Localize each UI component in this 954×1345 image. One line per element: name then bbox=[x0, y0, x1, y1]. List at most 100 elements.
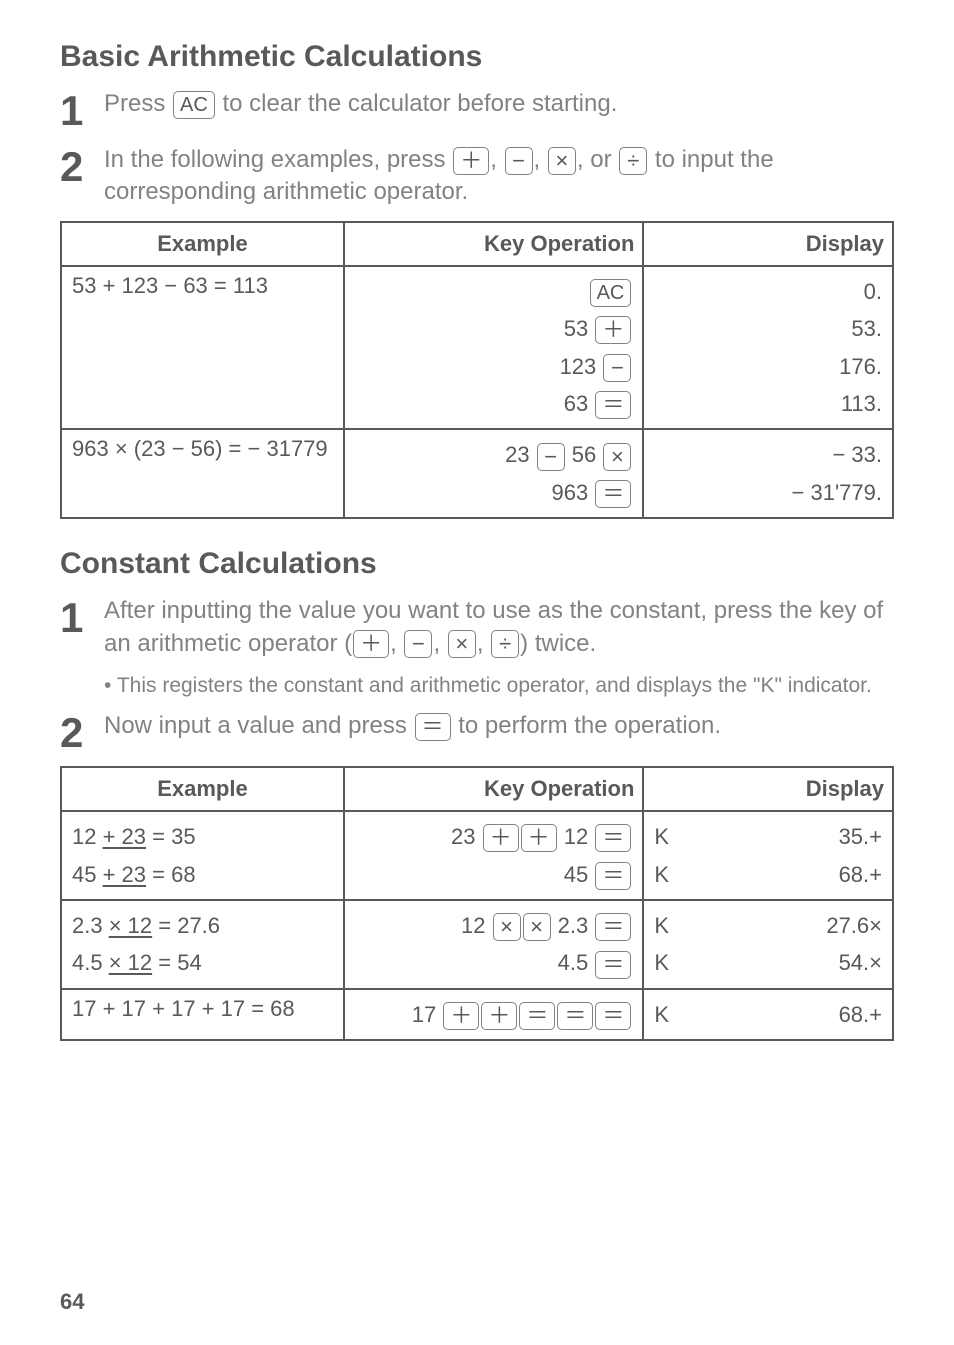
text: + 23 bbox=[103, 862, 146, 887]
text: = 35 bbox=[146, 824, 196, 849]
display-cell: K27.6× K54.× bbox=[643, 900, 893, 989]
eq-key: ＝ bbox=[595, 1002, 631, 1030]
table-row: 12 + 23 = 35 45 + 23 = 68 23 ＋＋ 12 ＝ 45 … bbox=[61, 811, 893, 900]
k-indicator: K bbox=[654, 944, 669, 981]
th-display: Display bbox=[643, 222, 893, 266]
display-value: 68.+ bbox=[669, 856, 882, 893]
text: = 27.6 bbox=[152, 913, 220, 938]
th-example: Example bbox=[61, 222, 344, 266]
eq-key: ＝ bbox=[415, 713, 451, 741]
example-cell: 17 + 17 + 17 + 17 = 68 bbox=[61, 989, 344, 1040]
text: 12 bbox=[72, 824, 103, 849]
bullet-list: • This registers the constant and arithm… bbox=[104, 672, 894, 700]
display-value: 35.+ bbox=[669, 818, 882, 855]
plus-key: ＋ bbox=[521, 824, 557, 852]
eq-key: ＝ bbox=[595, 951, 631, 979]
text: × 12 bbox=[109, 913, 152, 938]
step-text: In the following examples, press ＋, −, ×… bbox=[104, 144, 894, 209]
eq-key: ＝ bbox=[595, 913, 631, 941]
display-value: − 31'779. bbox=[654, 474, 882, 511]
keyop-cell: 12 ×× 2.3 ＝ 4.5 ＝ bbox=[344, 900, 644, 989]
step-number: 2 bbox=[60, 144, 104, 188]
example-cell: 12 + 23 = 35 45 + 23 = 68 bbox=[61, 811, 344, 900]
step-number: 2 bbox=[60, 710, 104, 754]
text: to perform the operation. bbox=[452, 712, 721, 739]
text: 45 bbox=[564, 862, 595, 887]
text: 23 bbox=[505, 442, 536, 467]
text: 56 bbox=[566, 442, 603, 467]
minus-key: − bbox=[537, 443, 565, 471]
eq-key: ＝ bbox=[595, 480, 631, 508]
page-number: 64 bbox=[60, 1289, 84, 1315]
constant-calc-table: Example Key Operation Display 12 + 23 = … bbox=[60, 766, 894, 1041]
text: 4.5 bbox=[558, 950, 595, 975]
display-value: 68.+ bbox=[669, 996, 882, 1033]
plus-key: ＋ bbox=[595, 316, 631, 344]
text: This registers the constant and arithmet… bbox=[117, 674, 872, 697]
text: 17 bbox=[412, 1002, 443, 1027]
text: 4.5 bbox=[72, 950, 109, 975]
display-value: 0. bbox=[654, 273, 882, 310]
display-value: 53. bbox=[654, 310, 882, 347]
text: 2.3 bbox=[72, 913, 109, 938]
eq-key: ＝ bbox=[595, 824, 631, 852]
step-1b: 1 After inputting the value you want to … bbox=[60, 595, 894, 660]
display-value: 27.6× bbox=[669, 907, 882, 944]
display-value: − 33. bbox=[654, 436, 882, 473]
mult-key: × bbox=[448, 630, 476, 658]
k-indicator: K bbox=[654, 856, 669, 893]
k-indicator: K bbox=[654, 907, 669, 944]
table-row: 17 + 17 + 17 + 17 = 68 17 ＋＋＝＝＝ K68.+ bbox=[61, 989, 893, 1040]
mult-key: × bbox=[548, 147, 576, 175]
plus-key: ＋ bbox=[453, 147, 489, 175]
keyop-cell: AC 53 ＋ 123 − 63 ＝ bbox=[344, 266, 644, 430]
section-title: Constant Calculations bbox=[60, 547, 894, 581]
table-row: 2.3 × 12 = 27.6 4.5 × 12 = 54 12 ×× 2.3 … bbox=[61, 900, 893, 989]
th-display: Display bbox=[643, 767, 893, 811]
text: + 23 bbox=[103, 824, 146, 849]
table-row: 963 × (23 − 56) = − 31779 23 − 56 × 963 … bbox=[61, 429, 893, 518]
minus-key: − bbox=[603, 354, 631, 382]
bullet-item: • This registers the constant and arithm… bbox=[104, 672, 894, 700]
text: × 12 bbox=[109, 950, 152, 975]
text: In the following examples, press bbox=[104, 146, 452, 173]
eq-key: ＝ bbox=[595, 862, 631, 890]
th-example: Example bbox=[61, 767, 344, 811]
text: = 54 bbox=[152, 950, 202, 975]
keyop-cell: 23 ＋＋ 12 ＝ 45 ＝ bbox=[344, 811, 644, 900]
text: = 68 bbox=[146, 862, 196, 887]
text: 53 bbox=[564, 316, 595, 341]
display-cell: K35.+ K68.+ bbox=[643, 811, 893, 900]
text: 45 bbox=[72, 862, 103, 887]
step-text: Now input a value and press ＝ to perform… bbox=[104, 710, 894, 742]
plus-key: ＋ bbox=[443, 1002, 479, 1030]
table-row: 53 + 123 − 63 = 113 AC 53 ＋ 123 − 63 ＝ 0… bbox=[61, 266, 893, 430]
display-value: 54.× bbox=[669, 944, 882, 981]
eq-key: ＝ bbox=[519, 1002, 555, 1030]
eq-key: ＝ bbox=[595, 391, 631, 419]
example-cell: 963 × (23 − 56) = − 31779 bbox=[61, 429, 344, 518]
text: 12 bbox=[461, 913, 492, 938]
text: 963 bbox=[552, 480, 595, 505]
keyop-cell: 17 ＋＋＝＝＝ bbox=[344, 989, 644, 1040]
mult-key: × bbox=[523, 913, 551, 941]
k-indicator: K bbox=[654, 996, 669, 1033]
display-value: 176. bbox=[654, 348, 882, 385]
text: Press bbox=[104, 90, 172, 117]
text: ) twice. bbox=[520, 630, 596, 657]
text: to clear the calculator before starting. bbox=[216, 90, 618, 117]
step-text: After inputting the value you want to us… bbox=[104, 595, 894, 660]
div-key: ÷ bbox=[491, 630, 519, 658]
display-value: 113. bbox=[654, 385, 882, 422]
text: 12 bbox=[558, 824, 595, 849]
display-cell: K68.+ bbox=[643, 989, 893, 1040]
div-key: ÷ bbox=[619, 147, 647, 175]
plus-key: ＋ bbox=[483, 824, 519, 852]
th-keyop: Key Operation bbox=[344, 222, 644, 266]
section-title: Basic Arithmetic Calculations bbox=[60, 40, 894, 74]
text: , or bbox=[577, 146, 618, 173]
display-cell: 0. 53. 176. 113. bbox=[643, 266, 893, 430]
example-cell: 53 + 123 − 63 = 113 bbox=[61, 266, 344, 430]
minus-key: − bbox=[404, 630, 432, 658]
step-number: 1 bbox=[60, 88, 104, 132]
